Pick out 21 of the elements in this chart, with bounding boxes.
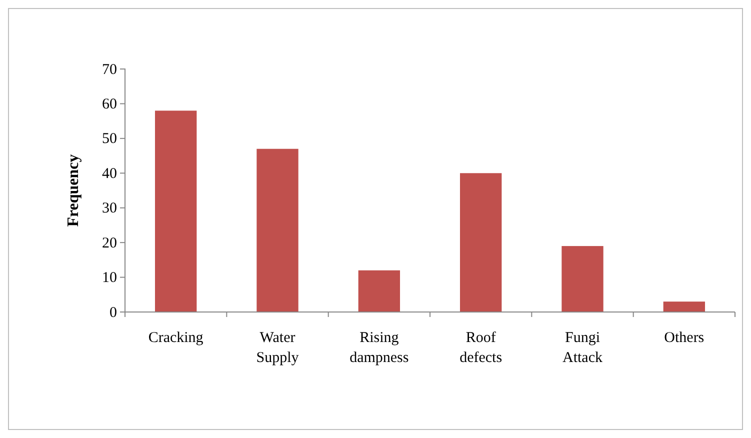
bar — [358, 270, 400, 312]
y-tick-label: 40 — [102, 166, 117, 182]
y-tick-label: 10 — [102, 270, 117, 286]
y-tick-label: 70 — [102, 62, 117, 78]
y-tick-label: 50 — [102, 131, 117, 148]
x-tick-label: Rising dampness — [350, 330, 409, 366]
bar — [154, 110, 197, 312]
y-tick-label: 30 — [102, 200, 117, 217]
bar — [562, 246, 604, 312]
bar — [663, 302, 706, 312]
y-tick-label: 60 — [102, 96, 117, 113]
x-tick-label: Fungi Attack — [562, 330, 603, 366]
x-tick-label: Cracking — [148, 330, 204, 346]
x-tick-label: Roof defects — [460, 330, 502, 366]
y-axis-title: Frequency — [65, 154, 82, 227]
bar — [460, 173, 502, 312]
y-tick-label: 0 — [110, 304, 117, 321]
x-tick-label: Others — [664, 330, 704, 346]
bar — [256, 148, 298, 312]
y-tick-label: 20 — [102, 235, 117, 252]
x-tick-label: Water Supply — [256, 330, 300, 366]
